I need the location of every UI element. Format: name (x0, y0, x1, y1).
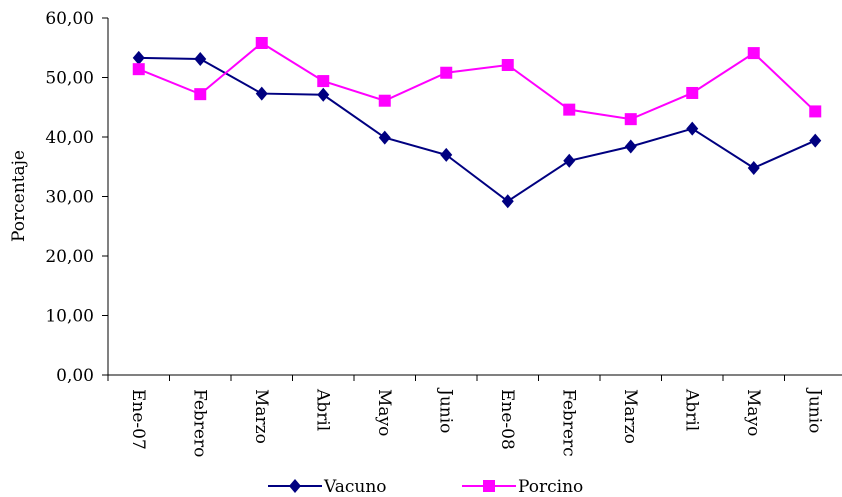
series-layer (132, 36, 822, 209)
x-tick-label: Marzo (251, 389, 271, 444)
series-porcino (132, 36, 822, 126)
data-point (686, 86, 699, 99)
legend-item-vacuno: Vacuno (268, 477, 387, 497)
x-tick-label: Mayo (374, 389, 394, 436)
y-tick-label: 60,00 (45, 9, 94, 29)
data-point (501, 59, 514, 72)
y-tick-label: 30,00 (45, 188, 94, 208)
data-point (747, 47, 760, 60)
data-point (194, 88, 207, 101)
data-point (378, 130, 391, 145)
data-point (747, 160, 760, 175)
data-point (809, 105, 822, 118)
data-point (255, 86, 268, 101)
y-tick-label: 40,00 (45, 128, 94, 148)
axes: 0,00 10,00 20,00 30,00 40,00 50,00 60,00 Ene-07… (45, 9, 842, 457)
legend-item-porcino: Porcino (462, 477, 583, 497)
legend-label: Porcino (518, 477, 583, 497)
y-axis-title: Porcentaje (9, 150, 29, 242)
data-point (378, 94, 391, 107)
data-point (194, 52, 207, 67)
data-point (317, 75, 330, 88)
data-point (809, 133, 822, 148)
x-tick-label: Febrerc (558, 389, 578, 457)
data-point (563, 103, 576, 116)
legend-marker (289, 479, 301, 493)
data-point (440, 66, 453, 79)
legend-label: Vacuno (323, 477, 387, 497)
data-point (255, 36, 268, 49)
x-tick-label: Abril (681, 388, 701, 431)
legend: Vacuno Porcino (268, 477, 583, 497)
series-line (138, 56, 816, 203)
x-tick-label: Junio (804, 387, 824, 433)
data-point (132, 63, 145, 76)
data-point (317, 87, 330, 102)
x-tick-label: Marzo (620, 389, 640, 444)
data-point (624, 139, 637, 154)
series-line (138, 41, 816, 121)
data-point (440, 147, 453, 162)
x-tick-label: Mayo (743, 389, 763, 436)
y-tick-label: 20,00 (45, 247, 94, 267)
x-tick-label: Junio (435, 387, 455, 433)
x-tick-label: Ene-07 (128, 389, 148, 450)
x-tick-label: Abril (312, 388, 332, 431)
y-tick-label: 0,00 (56, 366, 94, 386)
y-tick-label: 50,00 (45, 69, 94, 89)
x-tick-label: Febrero (189, 389, 209, 457)
data-point (624, 113, 637, 126)
data-point (563, 153, 576, 168)
legend-marker (483, 480, 495, 492)
x-tick-label: Ene-08 (497, 389, 517, 450)
data-point (686, 121, 699, 136)
data-point (501, 194, 514, 209)
y-tick-label: 10,00 (45, 307, 94, 327)
data-point (132, 50, 145, 65)
series-vacuno (132, 50, 822, 209)
